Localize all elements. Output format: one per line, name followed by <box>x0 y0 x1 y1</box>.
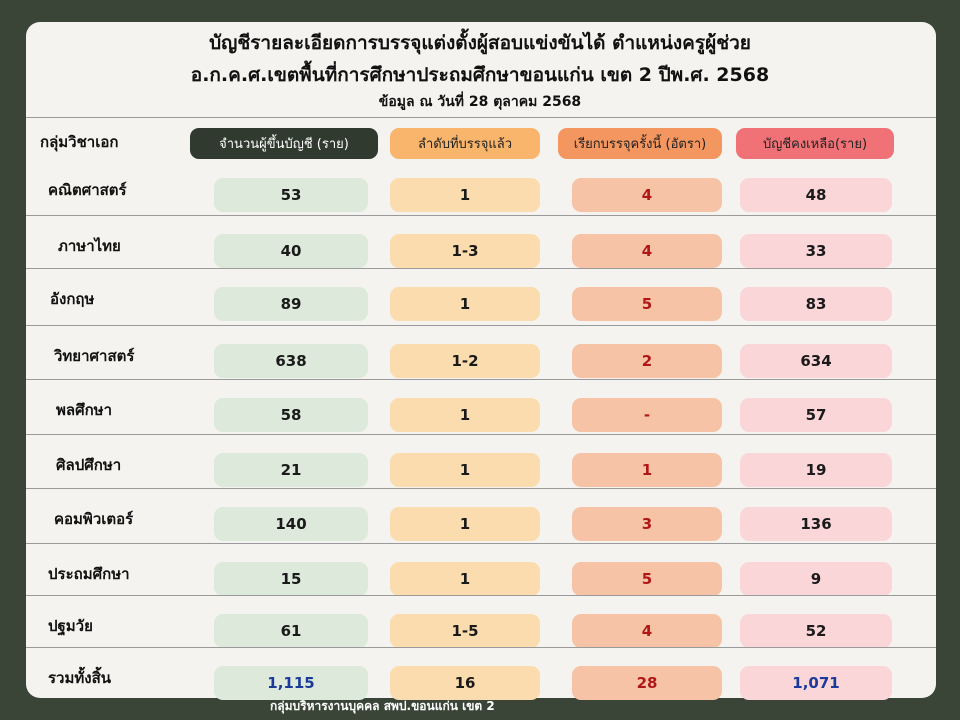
called-cell: 4 <box>572 234 722 268</box>
order-cell: 1-3 <box>390 234 540 268</box>
called-cell: 5 <box>572 287 722 321</box>
group-label: คอมพิวเตอร์ <box>54 510 134 528</box>
group-label: วิทยาศาสตร์ <box>54 347 135 365</box>
order-cell: 1 <box>390 398 540 432</box>
order-cell: 1 <box>390 453 540 487</box>
row-divider <box>26 268 936 269</box>
row-divider <box>26 215 936 216</box>
called-cell: 1 <box>572 453 722 487</box>
header-appointed-order: ลำดับที่บรรจุแล้ว <box>390 128 540 159</box>
row-divider <box>26 434 936 435</box>
row-divider <box>26 647 936 648</box>
header-called-now: เรียกบรรจุครั้งนี้ (อัตรา) <box>558 128 722 159</box>
listed-cell: 140 <box>214 507 368 541</box>
listed-cell: 15 <box>214 562 368 596</box>
remaining-cell: 52 <box>740 614 892 648</box>
listed-cell: 89 <box>214 287 368 321</box>
group-label: ประถมศึกษา <box>48 565 130 583</box>
remaining-cell: 9 <box>740 562 892 596</box>
page-subtitle: อ.ก.ค.ศ.เขตพื้นที่การศึกษาประถมศึกษาขอนแ… <box>190 64 770 86</box>
called-cell: 3 <box>572 507 722 541</box>
listed-cell: 21 <box>214 453 368 487</box>
order-cell: 1-5 <box>390 614 540 648</box>
group-label: คณิตศาสตร์ <box>48 181 127 199</box>
listed-cell: 638 <box>214 344 368 378</box>
remaining-cell: 48 <box>740 178 892 212</box>
called-cell: 5 <box>572 562 722 596</box>
total-order-cell: 16 <box>390 666 540 700</box>
divider <box>26 117 936 118</box>
remaining-cell: 83 <box>740 287 892 321</box>
row-divider <box>26 488 936 489</box>
group-label: ภาษาไทย <box>58 237 121 255</box>
remaining-cell: 19 <box>740 453 892 487</box>
listed-cell: 61 <box>214 614 368 648</box>
order-cell: 1 <box>390 562 540 596</box>
called-cell: 4 <box>572 614 722 648</box>
total-remaining-cell: 1,071 <box>740 666 892 700</box>
page-title: บัญชีรายละเอียดการบรรจุแต่งตั้งผู้สอบแข่… <box>209 32 751 54</box>
order-cell: 1 <box>390 507 540 541</box>
remaining-cell: 136 <box>740 507 892 541</box>
order-cell: 1 <box>390 287 540 321</box>
total-called-cell: 28 <box>572 666 722 700</box>
group-label: ปฐมวัย <box>48 617 93 635</box>
header-remaining: บัญชีคงเหลือ(ราย) <box>736 128 894 159</box>
group-label: อังกฤษ <box>50 290 95 308</box>
listed-cell: 58 <box>214 398 368 432</box>
order-cell: 1-2 <box>390 344 540 378</box>
row-divider <box>26 379 936 380</box>
remaining-cell: 33 <box>740 234 892 268</box>
group-label: พลศึกษา <box>56 401 112 419</box>
called-cell: - <box>572 398 722 432</box>
listed-cell: 40 <box>214 234 368 268</box>
called-cell: 2 <box>572 344 722 378</box>
remaining-cell: 634 <box>740 344 892 378</box>
row-divider <box>26 595 936 596</box>
order-cell: 1 <box>390 178 540 212</box>
total-label: รวมทั้งสิ้น <box>48 669 111 687</box>
footer-credit: กลุ่มบริหารงานบุคคล สพป.ขอนแก่น เขต 2 <box>270 699 495 713</box>
data-date: ข้อมูล ณ วันที่ 28 ตุลาคม 2568 <box>378 94 582 110</box>
called-cell: 4 <box>572 178 722 212</box>
listed-cell: 53 <box>214 178 368 212</box>
remaining-cell: 57 <box>740 398 892 432</box>
header-group: กลุ่มวิชาเอก <box>40 133 119 151</box>
header-listed: จำนวนผู้ขึ้นบัญชี (ราย) <box>190 128 378 159</box>
row-divider <box>26 325 936 326</box>
total-listed-cell: 1,115 <box>214 666 368 700</box>
row-divider <box>26 543 936 544</box>
group-label: ศิลปศึกษา <box>56 456 122 474</box>
